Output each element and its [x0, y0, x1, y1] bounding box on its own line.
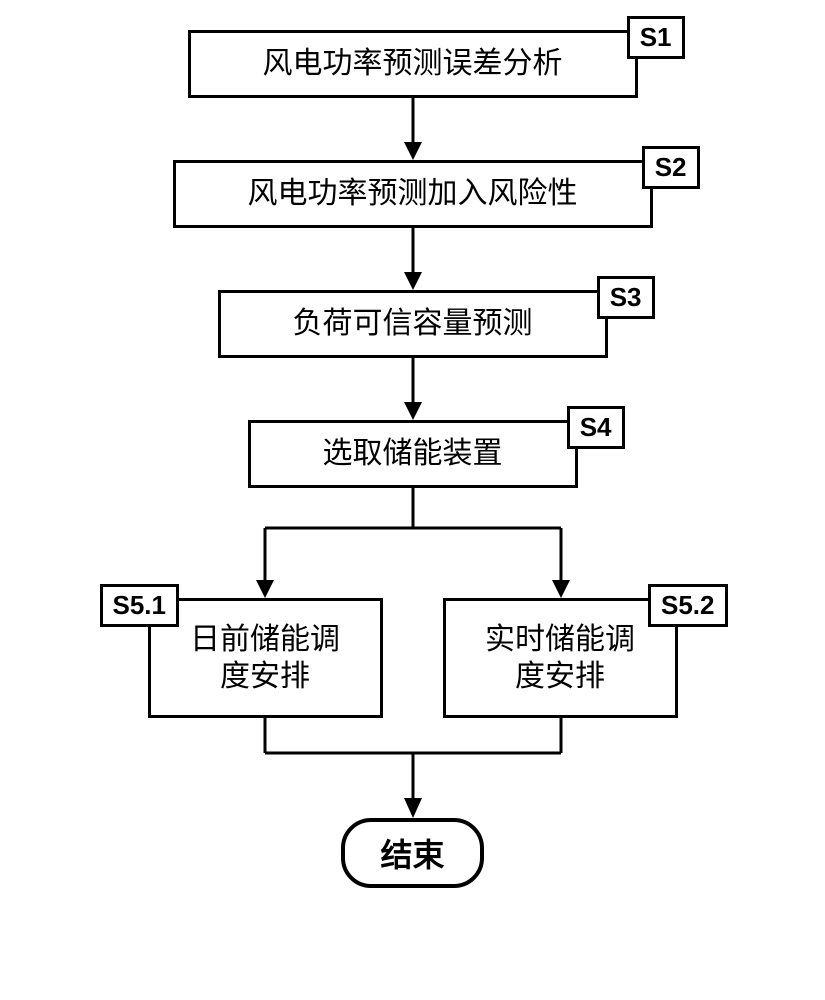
- node-s3-text: 负荷可信容量预测: [293, 305, 533, 343]
- node-end: 结束: [341, 818, 483, 888]
- node-s5-1: 日前储能调 度安排: [148, 598, 383, 718]
- end-wrapper: 结束: [73, 818, 753, 888]
- branch-merge-lines: [73, 718, 753, 818]
- node-s4-text: 选取储能装置: [323, 435, 503, 473]
- node-s1-text: 风电功率预测误差分析: [263, 45, 563, 83]
- node-s5-2-text: 实时储能调 度安排: [485, 621, 635, 696]
- flowchart-container: 风电功率预测误差分析 S1 风电功率预测加入风险性 S2 负荷可信容量预测 S3: [73, 30, 753, 888]
- node-s1: 风电功率预测误差分析: [188, 30, 638, 98]
- branch-container: S5.1 日前储能调 度安排 S5.2 实时储能调 度安排: [73, 488, 753, 808]
- node-s5-2: 实时储能调 度安排: [443, 598, 678, 718]
- node-s4: 选取储能装置: [248, 420, 578, 488]
- label-s5-1: S5.1: [100, 584, 180, 627]
- node-s3-wrapper: 负荷可信容量预测 S3: [73, 290, 753, 358]
- node-s2-wrapper: 风电功率预测加入风险性 S2: [73, 160, 753, 228]
- branch-row: S5.1 日前储能调 度安排 S5.2 实时储能调 度安排: [73, 598, 753, 718]
- node-s5-1-wrapper: S5.1 日前储能调 度安排: [148, 598, 383, 718]
- node-s5-1-text: 日前储能调 度安排: [190, 621, 340, 696]
- node-s5-2-wrapper: S5.2 实时储能调 度安排: [443, 598, 678, 718]
- label-s4: S4: [567, 406, 625, 449]
- node-end-text: 结束: [380, 837, 444, 873]
- label-s3: S3: [597, 276, 655, 319]
- label-s1: S1: [627, 16, 685, 59]
- label-s2: S2: [642, 146, 700, 189]
- arrow-s3-s4: [73, 358, 753, 420]
- node-s4-wrapper: 选取储能装置 S4: [73, 420, 753, 488]
- node-s3: 负荷可信容量预测: [218, 290, 608, 358]
- node-s2: 风电功率预测加入风险性: [173, 160, 653, 228]
- node-s1-wrapper: 风电功率预测误差分析 S1: [73, 30, 753, 98]
- branch-split-lines: [73, 488, 753, 598]
- label-s5-2: S5.2: [648, 584, 728, 627]
- node-s2-text: 风电功率预测加入风险性: [248, 175, 578, 213]
